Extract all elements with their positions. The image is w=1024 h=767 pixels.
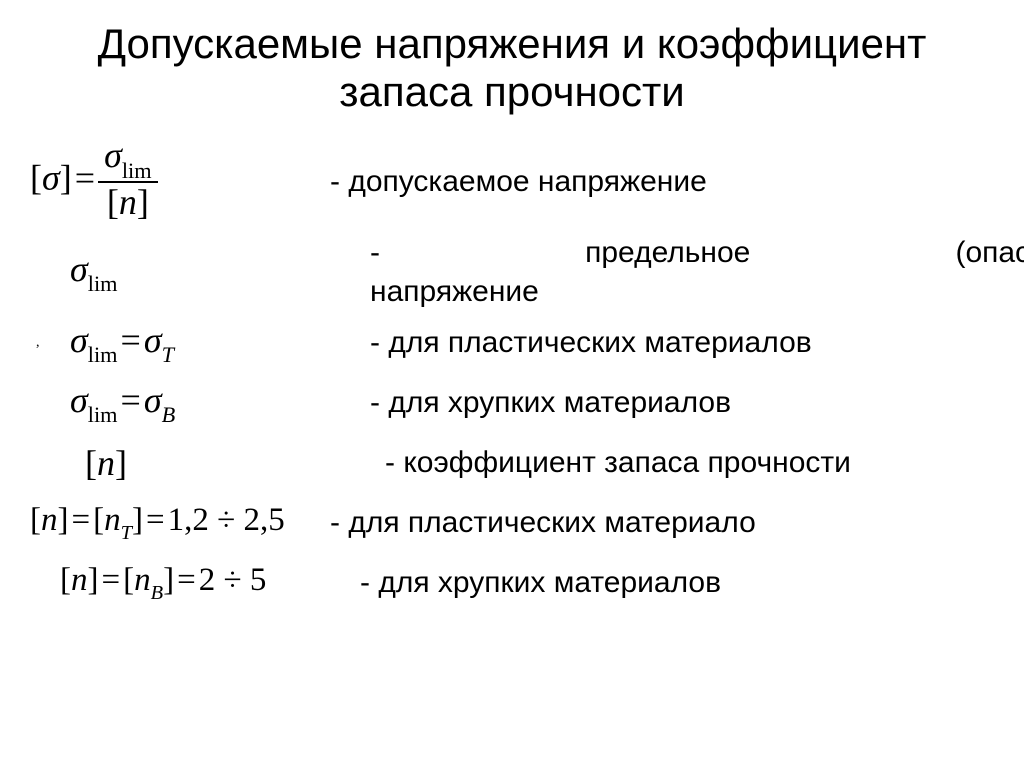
desc-allowable-stress: - допускаемое напряжение: [330, 162, 994, 201]
s3b: lim: [88, 342, 118, 367]
s3a: σ: [70, 320, 88, 360]
desc-plastic-sigma: - для пластических материалов: [370, 323, 994, 362]
s4a: σ: [70, 380, 88, 420]
row-brittle-sigma: σlim=σB - для хрупких материалов: [30, 375, 994, 431]
slide-title: Допускаемые напряжения и коэффициент зап…: [30, 20, 994, 117]
desc-safety-factor: - коэффициент запаса прочности: [385, 443, 994, 482]
r2-word2: (опасное): [955, 233, 1024, 272]
row-n-brittle: [n]=[nB]=2 ÷ 5 - для хрупких материалов: [30, 555, 994, 611]
row-n-plastic: [n]=[nT]=1,2 ÷ 2,5 - для пластических ма…: [30, 495, 994, 551]
formula-n: [n]: [30, 442, 385, 484]
sub-lim-1: lim: [122, 158, 152, 183]
n6a: n: [41, 502, 58, 538]
s3c: σ: [144, 320, 162, 360]
n7a: n: [71, 562, 88, 598]
formula-allowable-stress: [σ]= σlim [n]: [30, 138, 330, 224]
s4b: lim: [88, 402, 118, 427]
n6c: T: [121, 522, 132, 544]
n7c: B: [151, 582, 163, 604]
formula-sigma-lim: σlim: [30, 248, 370, 295]
n6d: 1,2 ÷ 2,5: [168, 502, 285, 538]
n6b: n: [104, 502, 121, 538]
sigma-num: σ: [104, 135, 122, 175]
desc-brittle-sigma: - для хрупких материалов: [370, 383, 994, 422]
sigma-symbol: σ: [42, 158, 60, 198]
stray-comma: ,: [36, 335, 40, 351]
formula-n-brittle: [n]=[nB]=2 ÷ 5: [30, 562, 360, 604]
r2-word1: предельное: [585, 233, 750, 272]
formula-sigma-t: σlim=σT: [30, 319, 370, 366]
row-safety-factor: [n] - коэффициент запаса прочности: [30, 435, 994, 491]
n7b: n: [134, 562, 151, 598]
formula-n-plastic: [n]=[nT]=1,2 ÷ 2,5: [30, 502, 330, 544]
row-allowable-stress: [σ]= σlim [n] - допускаемое напряжение: [30, 135, 994, 229]
sigma-lim-sym: σ: [70, 249, 88, 289]
desc-n-plastic: - для пластических материало: [330, 503, 994, 542]
desc-limit-stress: - предельное (опасное) напряжение: [370, 233, 1024, 311]
n-sym: n: [97, 443, 115, 483]
r2-word3: напряжение: [370, 272, 1024, 311]
formula-sigma-b: σlim=σB: [30, 379, 370, 426]
n-den: n: [119, 182, 137, 222]
n7d: 2 ÷ 5: [199, 562, 267, 598]
row-limit-stress: σlim - предельное (опасное) напряжение: [30, 233, 994, 311]
desc-n-brittle: - для хрупких материалов: [360, 563, 994, 602]
r2-dash: -: [370, 233, 380, 272]
s4d: B: [162, 402, 176, 427]
slide-container: Допускаемые напряжения и коэффициент зап…: [0, 0, 1024, 635]
sub-lim-2: lim: [88, 271, 118, 296]
s4c: σ: [144, 380, 162, 420]
row-plastic-sigma: , σlim=σT - для пластических материалов: [30, 315, 994, 371]
s3d: T: [162, 342, 174, 367]
